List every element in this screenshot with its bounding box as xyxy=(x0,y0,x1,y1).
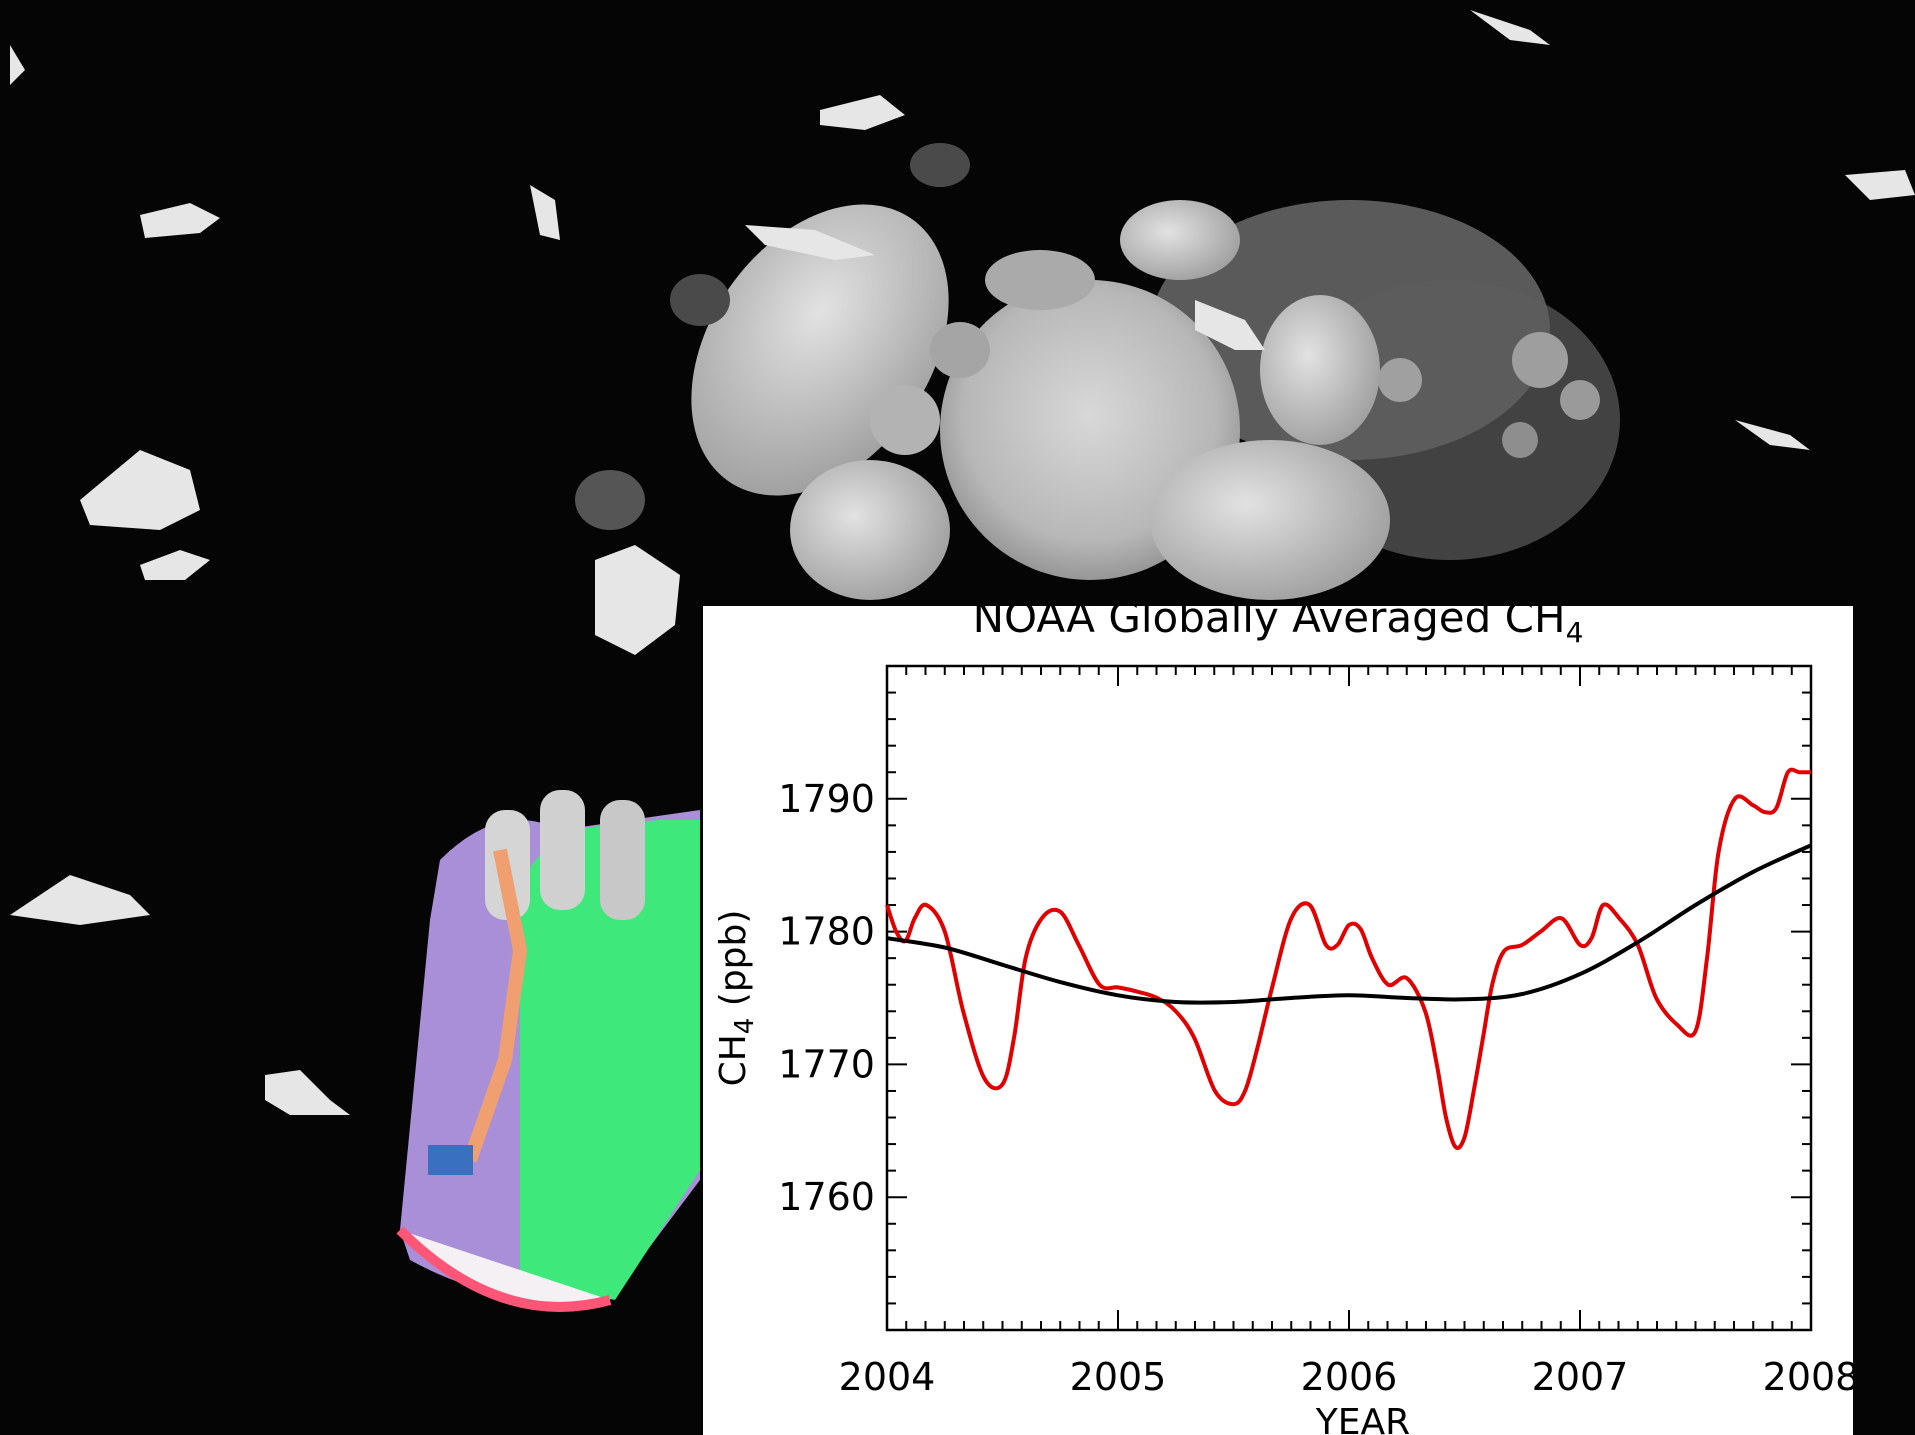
chart-title: NOAA Globally Averaged CH4 xyxy=(973,606,1584,649)
x-axis-label: YEAR xyxy=(1315,1402,1410,1435)
x-tick-label: 2008 xyxy=(1763,1355,1853,1399)
y-tick-label: 1780 xyxy=(778,910,875,954)
ice-bubble-cluster xyxy=(575,143,1620,600)
x-tick-label: 2004 xyxy=(839,1355,936,1399)
series-layer xyxy=(885,767,1812,1150)
glove xyxy=(396,790,700,1312)
plot-frame xyxy=(885,664,1813,1332)
ch4-monthly-series-line xyxy=(885,767,1811,1150)
tick-labels: 2004 2005 2006 2007 2008 1760 1770 1780 1790 xyxy=(778,777,1853,1399)
axis-ticks xyxy=(886,665,1812,1331)
x-tick-label: 2006 xyxy=(1301,1355,1398,1399)
y-axis-label: CH4 (ppb) xyxy=(713,910,760,1087)
x-tick-label: 2007 xyxy=(1532,1355,1629,1399)
y-tick-label: 1760 xyxy=(778,1175,875,1219)
chart-panel: NOAA Globally Averaged CH4 2004 2005 2006 2… xyxy=(703,606,1853,1435)
y-tick-label: 1770 xyxy=(778,1042,875,1086)
y-tick-label: 1790 xyxy=(778,777,875,821)
snow-flakes xyxy=(10,10,1915,1115)
methane-chart: NOAA Globally Averaged CH4 2004 2005 2006 2… xyxy=(713,606,1853,1435)
ch4-trend-series-line xyxy=(886,843,1812,1005)
x-tick-label: 2005 xyxy=(1070,1355,1167,1399)
